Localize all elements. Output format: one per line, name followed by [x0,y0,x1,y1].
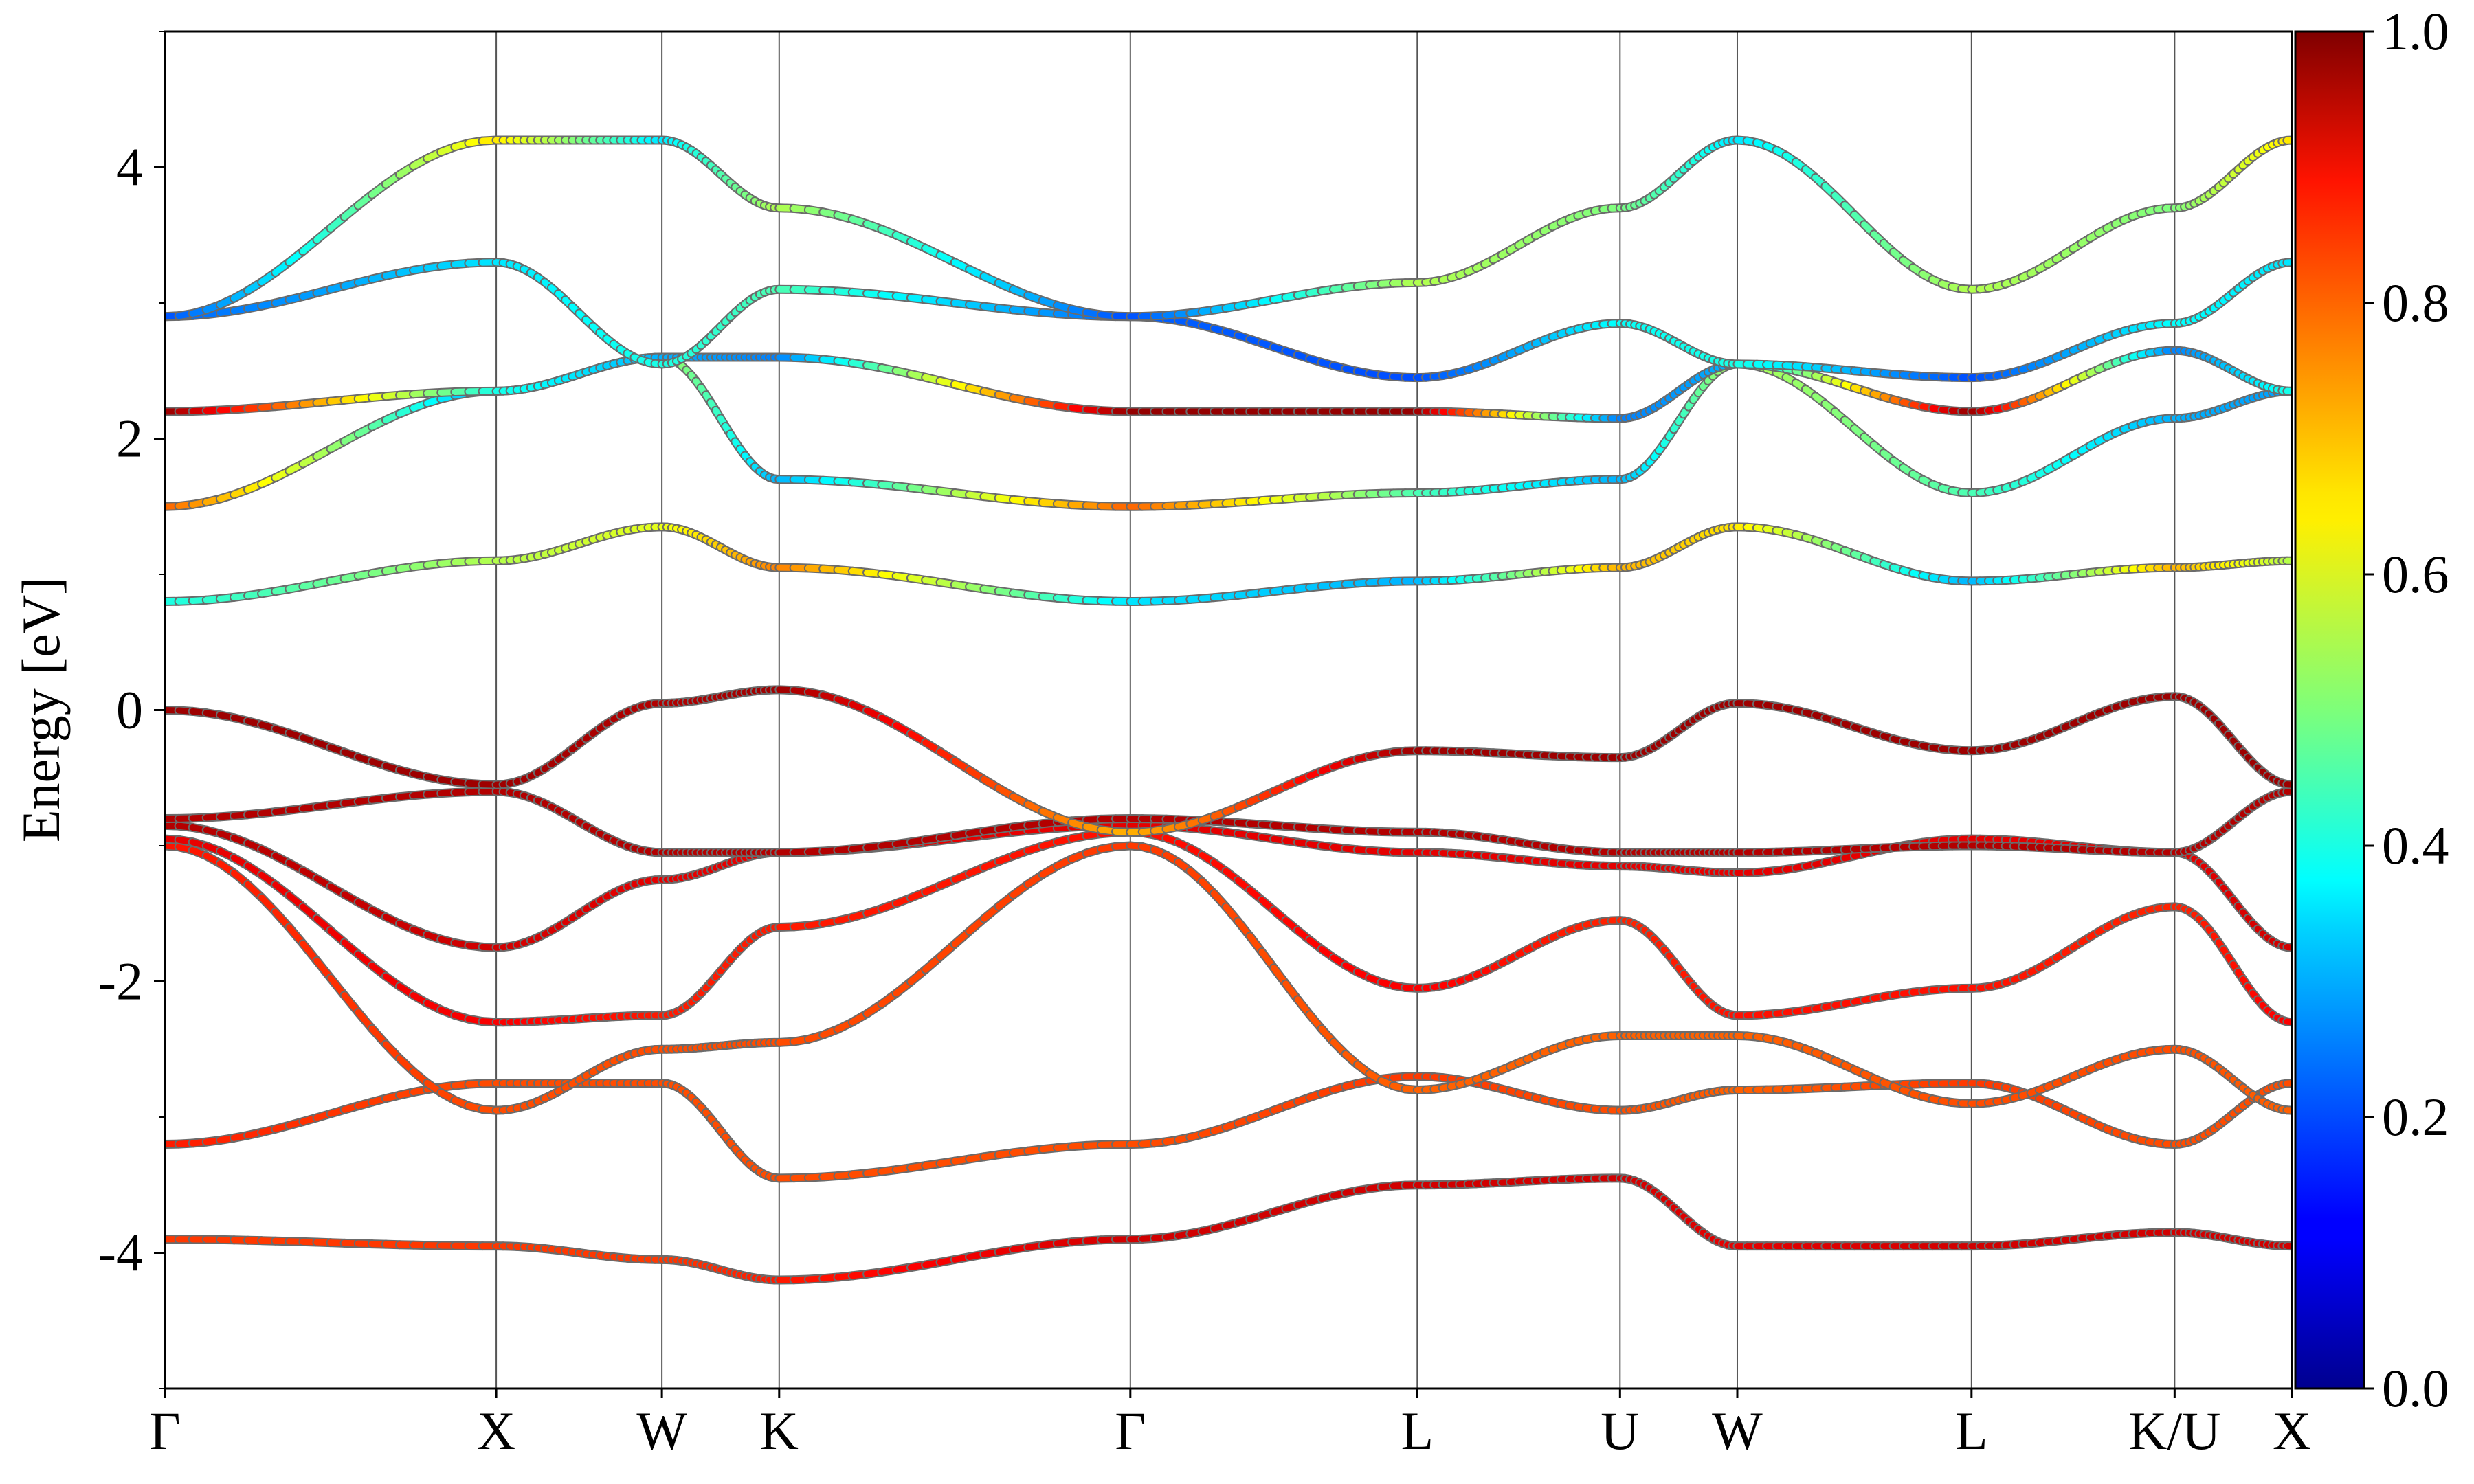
band-1 [165,1173,2292,1285]
band-4 [165,827,2292,1027]
band-6 [165,787,2292,857]
band-10 [165,346,2292,423]
band-7 [165,685,2292,837]
band-3 [165,841,2292,1115]
band-8 [165,522,2292,606]
band-2 [165,1072,2292,1183]
grid-lines [495,32,2176,1389]
band-11 [165,258,2292,383]
band-lines [165,135,2292,1285]
